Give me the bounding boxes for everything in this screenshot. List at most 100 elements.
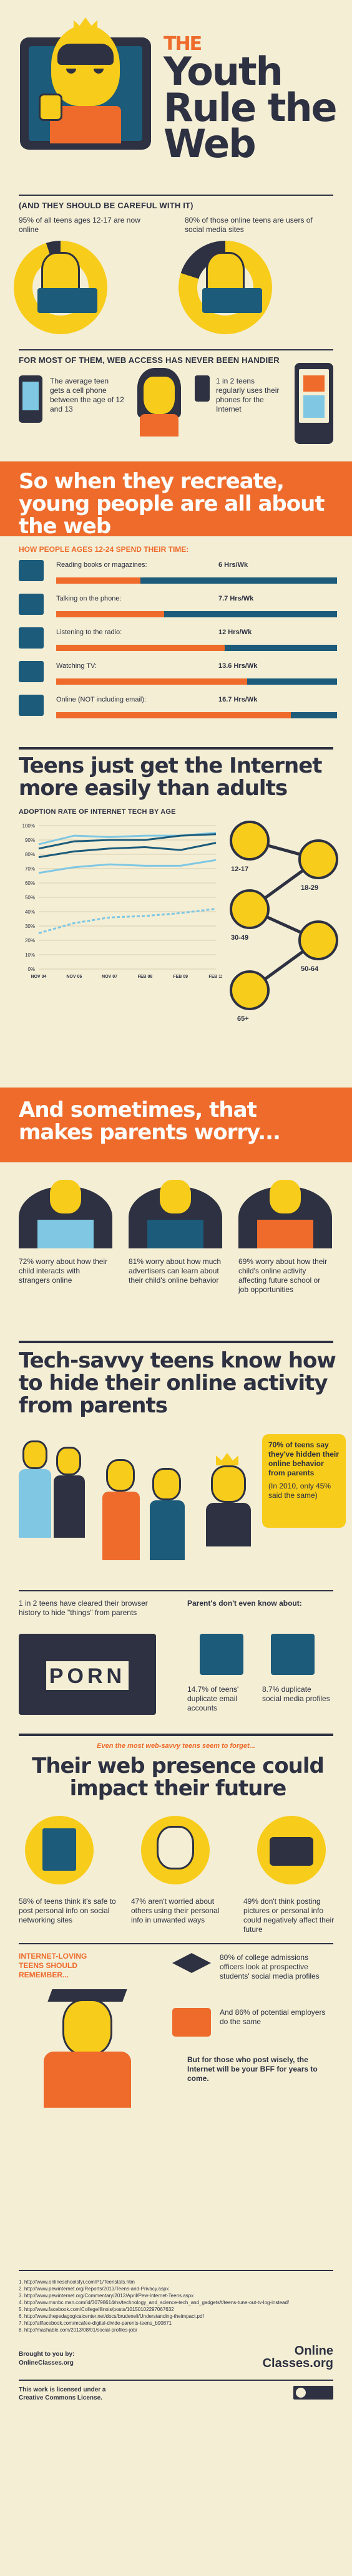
bubble-teen-illustration: [197, 1453, 260, 1546]
brought-site-link[interactable]: OnlineClasses.org: [19, 2360, 74, 2366]
source-item[interactable]: 8. http://mashable.com/2013/08/01/social…: [19, 2327, 137, 2333]
logo-line-1: Online: [294, 2344, 333, 2358]
careful-section: (AND THEY SHOULD BE CAREFUL WITH IT) 95%…: [0, 195, 352, 339]
time-bar-track: [56, 712, 337, 718]
x-tick-label: FEB 08: [138, 975, 153, 979]
age-label-65-plus: 65+: [237, 1015, 249, 1023]
time-bar-row: Watching TV: 13.6 Hrs/Wk: [19, 657, 337, 687]
source-item[interactable]: 4. http://www.msnbc.msn.com/id/30798614/…: [19, 2300, 290, 2305]
cc-icon: [296, 2388, 306, 2398]
time-bar-track: [56, 577, 337, 584]
adoption-chart-title: ADOPTION RATE OF INTERNET TECH BY AGE: [19, 808, 176, 816]
x-tick-label: NOV 07: [102, 975, 117, 979]
recreate-banner: So when they recreate, young people are …: [0, 461, 352, 539]
source-item[interactable]: 6. http://www.thepedagogicalcenter.net/d…: [19, 2313, 204, 2319]
sources-section: 1. http://www.onlineschoolsfyi.com/P1/Te…: [0, 2270, 352, 2576]
y-tick-label: 80%: [25, 852, 35, 857]
tv-icon: [19, 661, 44, 682]
time-bar-fill: [56, 577, 140, 584]
time-bar-label: Listening to the radio:: [56, 629, 122, 636]
adoption-line-chart: 100% 90% 80% 70% 60% 50% 40% 30% 20% 10% 0% NOV 04 N…: [22, 823, 222, 979]
camera-circle: [257, 1816, 326, 1884]
worry-advertisers-stat: 81% worry about how much advertisers can…: [129, 1257, 222, 1285]
future-section: Even the most web-savvy teens seem to fo…: [0, 1734, 352, 2220]
worried-face-icon: [157, 1826, 194, 1869]
duplicate-profile-stat: 8.7% duplicate social media profiles: [262, 1685, 330, 1703]
source-item[interactable]: 3. http://www.pewinternet.org/Commentary…: [19, 2293, 194, 2299]
parents-banner: And sometimes, that makes parents worry.…: [0, 1088, 352, 1162]
hidden-behavior-text: 70% of teens say they've hidden their on…: [268, 1440, 339, 1477]
smartphone-illustration: [295, 363, 333, 444]
time-bar-label: Watching TV:: [56, 662, 97, 670]
crown-icon-2: [216, 1453, 238, 1465]
parent-figure-1: [19, 1180, 112, 1248]
safe-to-post-stat: 58% of teens think it's safe to post per…: [19, 1897, 116, 1924]
social-media-stat: 80% of those online teens are users of s…: [185, 216, 313, 234]
laptop-icon: [19, 695, 44, 716]
hidden-behavior-note: (In 2010, only 45% said the same): [268, 1482, 331, 1500]
y-tick-label: 30%: [25, 924, 35, 929]
recreate-section: So when they recreate, young people are …: [0, 461, 352, 730]
sources-list: 1. http://www.onlineschoolsfyi.com/P1/Te…: [19, 2279, 331, 2333]
not-worried-stat: 47% aren't worried about others using th…: [131, 1897, 220, 1924]
creative-commons-badge[interactable]: [293, 2386, 333, 2400]
onlineclasses-logo[interactable]: Online Classes.org: [237, 2345, 333, 2370]
series-line-50-64: [38, 859, 217, 874]
employers-stat: And 86% of potential employers do the sa…: [220, 2008, 326, 2026]
time-bar-fill: [56, 645, 225, 651]
access-section: FOR MOST OF THEM, WEB ACCESS HAS NEVER B…: [0, 349, 352, 455]
no-future-impact-stat: 49% don't think posting pictures or pers…: [243, 1897, 335, 1934]
hide-title: Tech-savvy teens know how to hide their …: [19, 1348, 336, 1418]
parents-title: And sometimes, that makes parents worry.…: [19, 1097, 281, 1145]
time-bar-value: 12 Hrs/Wk: [218, 629, 252, 636]
crown-icon: [74, 17, 97, 31]
x-tick-label: FEB 09: [173, 975, 188, 979]
series-line-65+: [38, 907, 217, 934]
y-tick-label: 100%: [22, 823, 35, 829]
parents-dont-know: Parent's don't even know about:: [187, 1599, 302, 1608]
porn-sign: PORN: [44, 1659, 131, 1692]
time-bar-fill: [56, 678, 247, 685]
access-heading: FOR MOST OF THEM, WEB ACCESS HAS NEVER B…: [19, 355, 280, 365]
time-bar-row: Reading books or magazines: 6 Hrs/Wk: [19, 556, 337, 586]
recreate-subheading: HOW PEOPLE AGES 12-24 SPEND THEIR TIME:: [19, 545, 189, 554]
book-icon: [19, 560, 44, 581]
y-tick-label: 20%: [25, 938, 35, 943]
worried-circle: [141, 1816, 210, 1884]
time-bar-track: [56, 611, 337, 617]
cell-phone-age-stat: The average teen gets a cell phone betwe…: [50, 377, 124, 413]
time-bar-track: [56, 678, 337, 685]
parents-section: And sometimes, that makes parents worry.…: [0, 1088, 352, 1328]
y-tick-label: 60%: [25, 880, 35, 886]
phone-internet-stat: 1 in 2 teens regularly uses their phones…: [216, 377, 280, 413]
age-avatars: 12-17 18-29 30-49 50-64 65+: [225, 816, 350, 1078]
source-item[interactable]: 7. http://allfacebook.com/mcafee-digital…: [19, 2320, 172, 2326]
adoption-title: Teens just get the Internet more easily …: [19, 753, 323, 801]
parent-figure-3: [238, 1180, 332, 1248]
source-item[interactable]: 5. http://www.facebook.com/CollegeIllino…: [19, 2307, 174, 2312]
parent-figure-2: [129, 1180, 222, 1248]
porn-sign-illustration: PORN: [19, 1634, 156, 1715]
hide-section: Tech-savvy teens know how to hide their …: [0, 1341, 352, 1727]
time-bar-track: [56, 645, 337, 651]
profile-icon: [271, 1634, 315, 1675]
y-tick-label: 10%: [25, 952, 35, 958]
page-title: THE Youth Rule the Web: [164, 33, 338, 166]
time-bar-value: 6 Hrs/Wk: [218, 561, 248, 569]
time-bar-row: Talking on the phone: 7.7 Hrs/Wk: [19, 590, 337, 620]
graduation-cap-icon: [172, 1953, 211, 1973]
recreate-title: So when they recreate, young people are …: [19, 469, 325, 539]
source-item[interactable]: 1. http://www.onlineschoolsfyi.com/P1/Te…: [19, 2279, 135, 2285]
careful-heading: (AND THEY SHOULD BE CAREFUL WITH IT): [19, 201, 193, 210]
time-bar-label: Talking on the phone:: [56, 595, 122, 602]
future-kicker: Even the most web-savvy teens seem to fo…: [97, 1742, 255, 1750]
duplicate-email-stat: 14.7% of teens' duplicate email accounts: [187, 1685, 239, 1712]
source-item[interactable]: 2. http://www.pewinternet.org/Reports/20…: [19, 2286, 169, 2292]
camera-icon: [270, 1837, 313, 1866]
thumbs-up-icon: [39, 94, 62, 121]
y-tick-label: 40%: [25, 909, 35, 915]
y-tick-label: 0%: [27, 967, 35, 972]
header-section: THE Youth Rule the Web: [0, 0, 352, 187]
avatar-12-17: [230, 821, 270, 861]
